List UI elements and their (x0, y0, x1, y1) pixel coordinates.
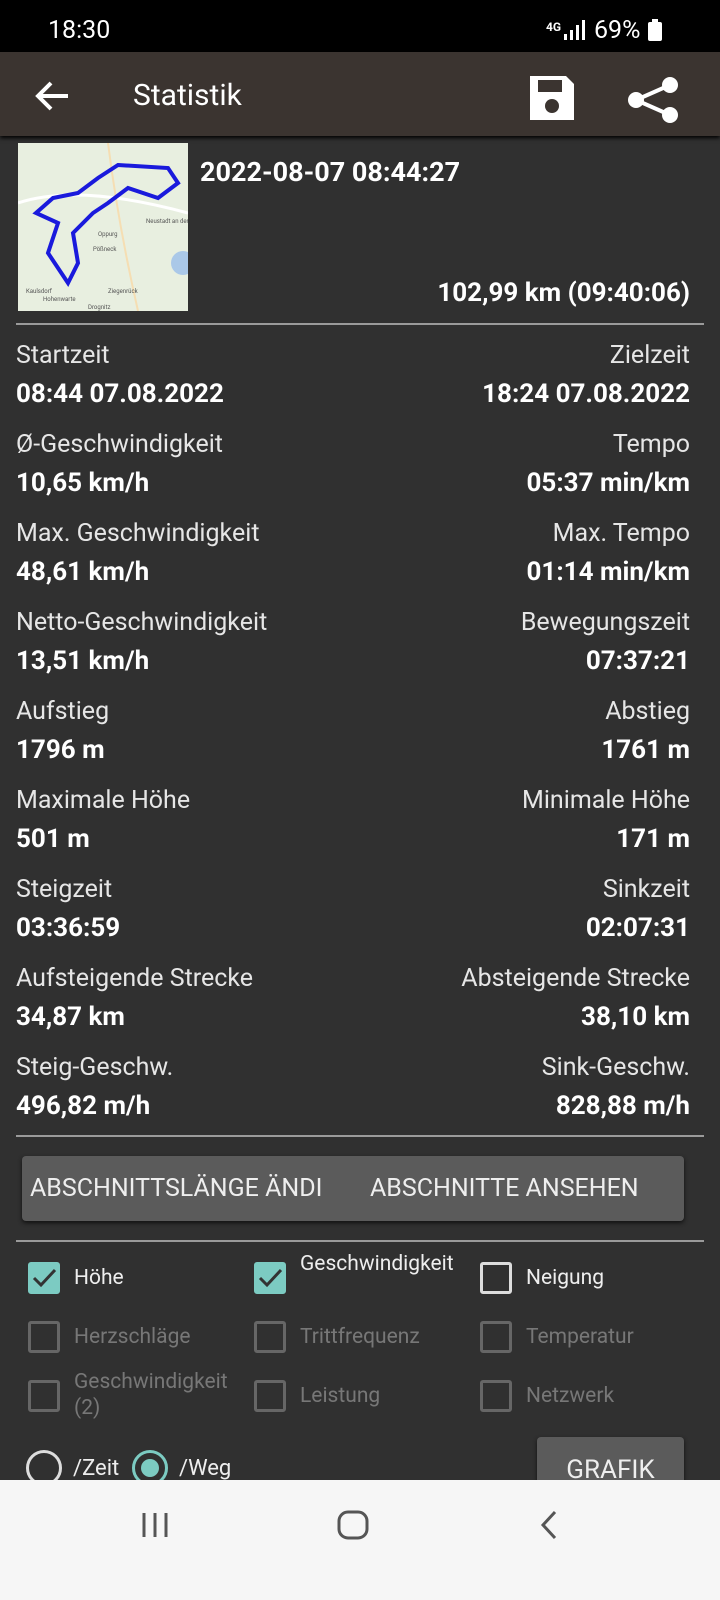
checkmark (32, 1268, 57, 1288)
checkbox-label: Höhe (74, 1266, 124, 1290)
checkbox-label: Netzwerk (526, 1384, 615, 1408)
stat-label: Zielzeit (609, 341, 690, 370)
checkbox-label: Leistung (300, 1384, 381, 1408)
stat-value: 01:14 min/km (526, 557, 691, 587)
stat-label: Aufstieg (16, 697, 110, 726)
stat-value: 05:37 min/km (526, 468, 691, 498)
radio-dot (141, 1459, 159, 1477)
title: Statistik (133, 78, 242, 113)
clock: 18:30 (48, 16, 111, 45)
stat-value: 38,10 km (581, 1002, 690, 1032)
checkbox[interactable] (254, 1262, 286, 1294)
stat-value: 18:24 07.08.2022 (482, 379, 690, 409)
checkbox[interactable] (480, 1262, 512, 1294)
checkbox-label: Geschwindigkeit (300, 1252, 454, 1276)
checkbox (254, 1380, 286, 1412)
checkbox (254, 1321, 286, 1353)
save-button[interactable] (528, 74, 576, 122)
navigation-bar (0, 1480, 720, 1600)
stat-value: 03:36:59 (16, 913, 121, 943)
divider (16, 1135, 704, 1137)
content: Oppurg Pößneck Neustadt an der Orla Ziegenr… (0, 136, 720, 1480)
stat-value: 13,51 km/h (16, 646, 150, 676)
stat-label: Steig-Geschw. (16, 1053, 174, 1082)
stat-value: 07:37:21 (585, 646, 690, 676)
checkbox (480, 1321, 512, 1353)
status-bar: 18:30 4G 69% (0, 0, 720, 52)
stat-label: Sinkzeit (602, 875, 690, 904)
stat-label: Ø-Geschwindigkeit (16, 430, 223, 459)
stat-value: 171 m (616, 824, 690, 854)
checkbox[interactable] (28, 1262, 60, 1294)
stat-label: Absteigende Strecke (461, 964, 690, 993)
radio[interactable] (26, 1450, 62, 1480)
stat-value: 828,88 m/h (555, 1091, 690, 1121)
checkbox-label: Geschwindigkeit (2) (74, 1370, 228, 1420)
radio-label: /Zeit (73, 1456, 120, 1480)
battery-text: 69% (594, 16, 641, 45)
stat-value: 501 m (16, 824, 90, 854)
stat-value: 496,82 m/h (16, 1091, 151, 1121)
stat-label: Abstieg (605, 697, 690, 726)
checkbox-label: Temperatur (526, 1325, 634, 1349)
stat-label: Max. Geschwindigkeit (16, 519, 260, 548)
checkmark (258, 1268, 283, 1288)
map-label: Ziegenrück (108, 288, 139, 295)
stat-label: Minimale Höhe (522, 786, 690, 815)
battery-icon (648, 19, 662, 41)
graph-button[interactable]: GRAFIK (537, 1437, 684, 1480)
divider (16, 1240, 704, 1242)
stat-label: Bewegungszeit (520, 608, 690, 637)
stat-label: Tempo (612, 430, 690, 459)
radio[interactable] (132, 1450, 168, 1480)
network: 4G (546, 20, 562, 34)
signal-icon (564, 20, 585, 40)
stat-label: Aufsteigende Strecke (16, 964, 254, 993)
map-label: Pößneck (93, 246, 117, 253)
stat-label: Sink-Geschw. (541, 1053, 690, 1082)
divider (16, 323, 704, 325)
stat-value: 34,87 km (16, 1002, 125, 1032)
checkbox (480, 1380, 512, 1412)
checkbox (28, 1380, 60, 1412)
stat-label: Steigzeit (16, 875, 113, 904)
map-label: Neustadt an der Orla (146, 218, 188, 225)
nav-icons (142, 1510, 557, 1540)
map-label: Oppurg (98, 231, 118, 238)
share-button[interactable] (626, 76, 680, 124)
change-section-length-button[interactable]: ABSCHNITTSLÄNGE ÄNDI (30, 1174, 323, 1203)
app-bar: Statistik (0, 52, 720, 136)
stat-value: 08:44 07.08.2022 (16, 379, 224, 409)
stat-value: 02:07:31 (585, 913, 690, 943)
map-thumbnail[interactable]: Oppurg Pößneck Neustadt an der Orla Ziegenr… (18, 143, 188, 311)
checkbox-label: Neigung (526, 1266, 604, 1290)
button-bar: ABSCHNITTSLÄNGE ÄNDI ABSCHNITTE ANSEHEN (22, 1156, 684, 1221)
radio-label: /Weg (179, 1456, 232, 1480)
map-label: Hohenwarte (43, 296, 76, 303)
back-button[interactable] (34, 80, 70, 112)
stat-label: Maximale Höhe (16, 786, 191, 815)
checkbox (28, 1321, 60, 1353)
checkbox-label: Trittfrequenz (300, 1325, 420, 1349)
map-label: Kaulsdorf (26, 288, 53, 295)
view-sections-button[interactable]: ABSCHNITTE ANSEHEN (370, 1174, 639, 1203)
stat-value: 48,61 km/h (16, 557, 150, 587)
stat-label: Startzeit (16, 341, 110, 370)
stat-label: Netto-Geschwindigkeit (16, 608, 268, 637)
checkbox-label: Herzschläge (74, 1325, 191, 1349)
stat-value: 10,65 km/h (16, 468, 150, 498)
stat-label: Max. Tempo (552, 519, 690, 548)
stat-value: 1796 m (16, 735, 105, 765)
track-date: 2022-08-07 08:44:27 (200, 156, 461, 188)
map-label: Drognitz (88, 304, 110, 311)
stat-value: 1761 m (601, 735, 690, 765)
track-summary: 102,99 km (09:40:06) (437, 278, 690, 308)
